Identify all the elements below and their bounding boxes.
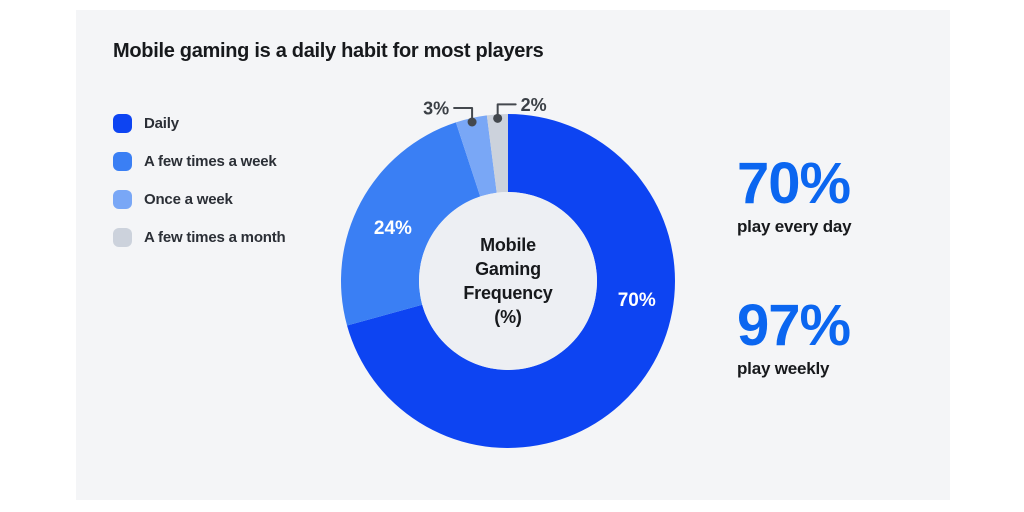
segment-value-label-a-few-times-a-week: 24% bbox=[374, 218, 412, 239]
legend-item-daily: Daily bbox=[113, 114, 286, 133]
callout-line-once-a-week bbox=[453, 107, 474, 124]
legend-item-label: A few times a month bbox=[144, 229, 286, 246]
legend-item-label: Daily bbox=[144, 115, 179, 132]
segment-callout-label-once-a-week: 3% bbox=[423, 98, 449, 118]
segment-value-label-daily: 70% bbox=[618, 290, 656, 311]
callout-dot-a-few-times-a-month bbox=[493, 113, 503, 123]
donut-chart: 70% 24% 3% 2% Mobile Gaming Frequency (%) bbox=[341, 95, 675, 449]
stat-daily: 70% play every day bbox=[737, 151, 852, 237]
donut-center-label: Mobile Gaming Frequency (%) bbox=[463, 235, 552, 327]
donut-segment-a-few-times-a-week bbox=[341, 122, 481, 326]
segment-callout-label-a-few-times-a-month: 2% bbox=[521, 95, 547, 115]
donut-hole bbox=[419, 192, 597, 370]
callout-line-a-few-times-a-month bbox=[496, 103, 517, 120]
legend-swatch-icon bbox=[113, 114, 132, 133]
donut-segment-once-a-week bbox=[455, 115, 497, 197]
stat-weekly-value: 97% bbox=[737, 293, 851, 358]
stat-daily-value: 70% bbox=[737, 151, 851, 216]
stat-daily-caption: play every day bbox=[737, 217, 852, 237]
donut-segment-a-few-times-a-month bbox=[486, 114, 508, 193]
legend-swatch-icon bbox=[113, 152, 132, 171]
stat-weekly-caption: play weekly bbox=[737, 359, 830, 379]
donut-segment-daily bbox=[347, 114, 675, 449]
legend-item-label: A few times a week bbox=[144, 153, 277, 170]
legend-swatch-icon bbox=[113, 228, 132, 247]
legend-item-once-a-week: Once a week bbox=[113, 190, 286, 209]
legend-item-label: Once a week bbox=[144, 191, 233, 208]
stat-weekly: 97% play weekly bbox=[737, 293, 851, 379]
callout-dot-once-a-week bbox=[467, 117, 477, 127]
chart-title: Mobile gaming is a daily habit for most … bbox=[113, 40, 544, 62]
legend-swatch-icon bbox=[113, 190, 132, 209]
legend-item-a-few-times-a-week: A few times a week bbox=[113, 152, 286, 171]
legend-item-a-few-times-a-month: A few times a month bbox=[113, 228, 286, 247]
chart-card: Mobile gaming is a daily habit for most … bbox=[76, 10, 950, 500]
legend: Daily A few times a week Once a week A few … bbox=[113, 114, 286, 266]
